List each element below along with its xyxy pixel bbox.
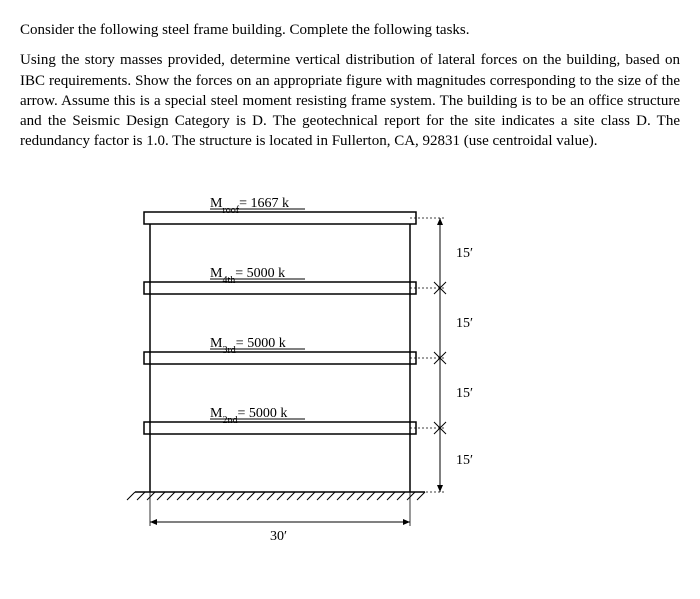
floor-slab <box>144 422 416 434</box>
width-label: 30′ <box>270 529 287 544</box>
problem-statement: Consider the following steel frame build… <box>20 20 680 152</box>
building-svg: Mroof= 1667 kM4th= 5000 kM3rd= 5000 kM2n… <box>100 192 520 557</box>
intro-text: Consider the following steel frame build… <box>20 20 680 40</box>
story-height-label: 15′ <box>456 453 473 468</box>
floor-slab <box>144 352 416 364</box>
story-height-label: 15′ <box>456 386 473 401</box>
floor-slab <box>144 282 416 294</box>
story-height-label: 15′ <box>456 316 473 331</box>
body-text: Using the story masses provided, determi… <box>20 50 680 151</box>
floor-slab <box>144 212 416 224</box>
building-figure: Mroof= 1667 kM4th= 5000 kM3rd= 5000 kM2n… <box>100 192 600 557</box>
story-height-label: 15′ <box>456 246 473 261</box>
